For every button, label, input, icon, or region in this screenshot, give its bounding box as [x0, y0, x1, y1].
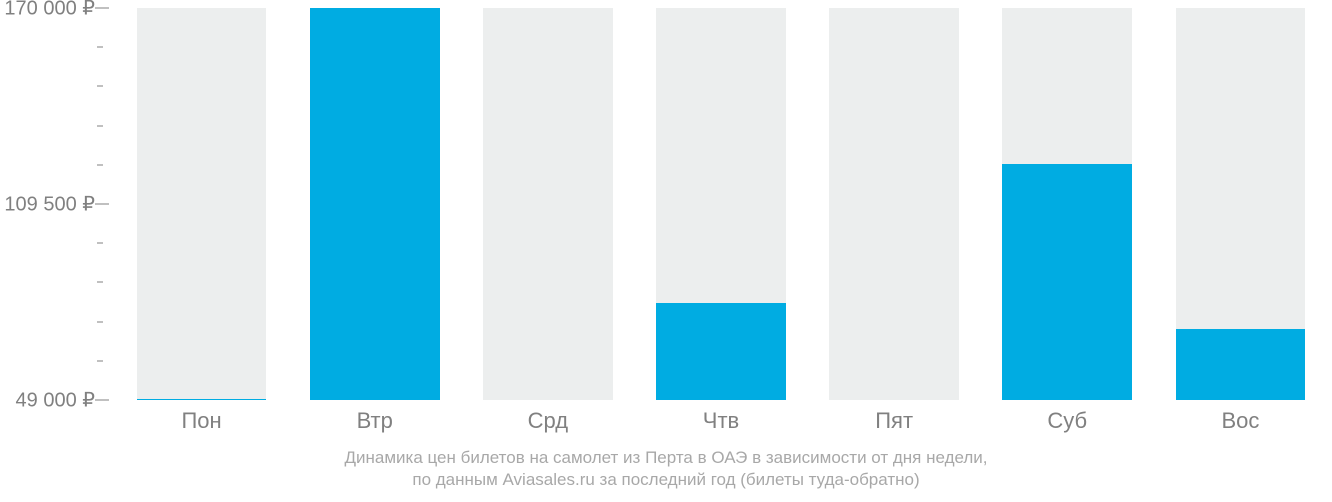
y-major-tick [95, 8, 109, 9]
bar-background [483, 8, 613, 400]
y-minor-tick [97, 47, 103, 48]
x-tick-label: Пят [875, 408, 913, 434]
bars-container [115, 8, 1327, 400]
y-tick-label: 170 000 ₽ [4, 0, 95, 21]
y-axis: 49 000 ₽109 500 ₽170 000 ₽ [0, 8, 95, 400]
bar-value [137, 399, 267, 400]
price-by-weekday-chart: 49 000 ₽109 500 ₽170 000 ₽ ПонВтрСрдЧтвП… [0, 0, 1332, 502]
bar-value [656, 303, 786, 400]
bar-slot [483, 8, 613, 400]
bar-slot [1002, 8, 1132, 400]
y-minor-tick [97, 86, 103, 87]
bar-value [1176, 329, 1306, 400]
y-major-tick [95, 204, 109, 205]
y-minor-tick [97, 164, 103, 165]
x-tick-label: Втр [357, 408, 393, 434]
bar-slot [1176, 8, 1306, 400]
bar-slot [656, 8, 786, 400]
x-tick-label: Срд [528, 408, 568, 434]
y-tick-label: 109 500 ₽ [4, 192, 95, 217]
y-tick-label: 49 000 ₽ [16, 388, 95, 413]
x-tick-label: Суб [1047, 408, 1087, 434]
chart-caption-line-2: по данным Aviasales.ru за последний год … [0, 470, 1332, 490]
x-tick-label: Пон [181, 408, 221, 434]
x-tick-label: Вос [1221, 408, 1259, 434]
y-minor-tick [97, 360, 103, 361]
bar-value [1002, 164, 1132, 400]
bar-value [310, 8, 440, 400]
bar-background [137, 8, 267, 400]
y-minor-tick [97, 243, 103, 244]
y-minor-tick [97, 321, 103, 322]
bar-slot [829, 8, 959, 400]
x-tick-label: Чтв [703, 408, 739, 434]
y-minor-tick [97, 125, 103, 126]
bar-slot [310, 8, 440, 400]
y-major-tick [95, 400, 109, 401]
chart-caption-line-1: Динамика цен билетов на самолет из Перта… [0, 448, 1332, 468]
bar-slot [137, 8, 267, 400]
bar-background [829, 8, 959, 400]
plot-area [115, 8, 1327, 400]
y-minor-tick [97, 282, 103, 283]
